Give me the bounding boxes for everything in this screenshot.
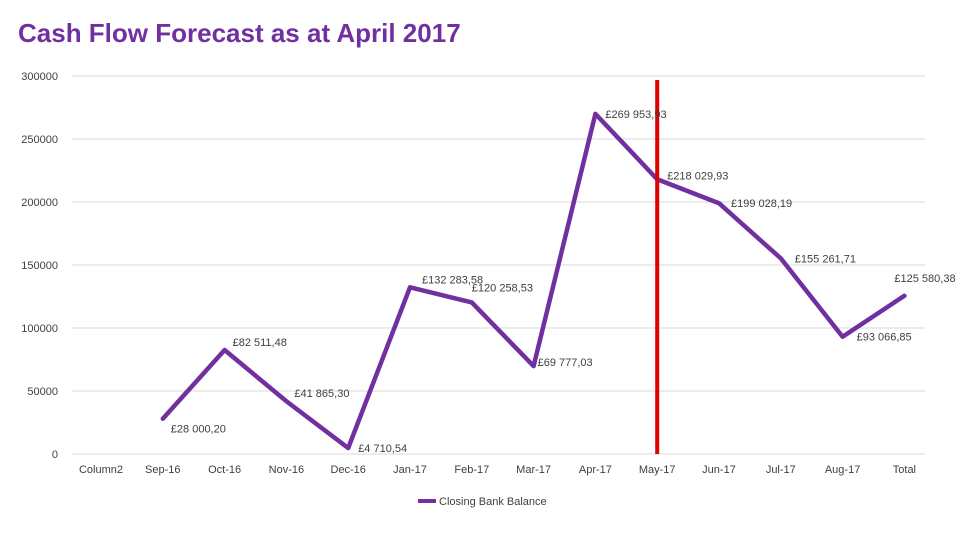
- legend: Closing Bank Balance: [418, 496, 547, 508]
- data-label: £28 000,20: [171, 424, 226, 436]
- x-tick-label: Mar-17: [516, 464, 551, 476]
- x-tick-label: Jan-17: [393, 464, 427, 476]
- x-tick-label: May-17: [639, 464, 676, 476]
- y-tick-label: 150000: [21, 260, 58, 272]
- series-line: [160, 111, 907, 451]
- x-tick-label: Jul-17: [766, 464, 796, 476]
- data-label: £218 029,93: [667, 170, 728, 182]
- series-group: [160, 111, 907, 451]
- data-label: £269 953,93: [605, 109, 666, 121]
- x-tick-label: Dec-16: [330, 464, 365, 476]
- y-tick-label: 200000: [21, 197, 58, 209]
- data-label: £199 028,19: [731, 198, 792, 210]
- data-label: £125 580,38: [894, 273, 955, 285]
- data-label: £69 777,03: [538, 357, 593, 369]
- data-label: £132 283,58: [422, 274, 483, 286]
- y-tick-label: 0: [52, 449, 58, 461]
- data-label: £93 066,85: [857, 332, 912, 344]
- y-axis: 0 50000 100000 150000 200000 250000 300000: [21, 71, 58, 461]
- y-tick-label: 250000: [21, 134, 58, 146]
- x-tick-label: Sep-16: [145, 464, 180, 476]
- x-axis: Column2 Sep-16 Oct-16 Nov-16 Dec-16 Jan-17 Feb…: [79, 464, 916, 476]
- x-tick-label: Aug-17: [825, 464, 860, 476]
- y-tick-label: 50000: [27, 386, 58, 398]
- y-tick-label: 300000: [21, 71, 58, 83]
- data-label: £41 865,30: [294, 388, 349, 400]
- x-tick-label: Feb-17: [454, 464, 489, 476]
- data-label: £82 511,48: [233, 337, 287, 349]
- x-tick-label: Column2: [79, 464, 123, 476]
- x-tick-label: Oct-16: [208, 464, 241, 476]
- x-tick-label: Jun-17: [702, 464, 736, 476]
- data-labels: £28 000,20 £82 511,48 £41 865,30 £4 710,54 £…: [171, 109, 956, 455]
- chart-title: Cash Flow Forecast as at April 2017: [18, 18, 461, 48]
- legend-label: Closing Bank Balance: [439, 496, 547, 508]
- x-tick-label: Apr-17: [579, 464, 612, 476]
- x-tick-label: Total: [893, 464, 916, 476]
- data-label: £120 258,53: [472, 282, 533, 294]
- x-tick-label: Nov-16: [269, 464, 304, 476]
- data-label: £155 261,71: [795, 253, 856, 265]
- data-label: £4 710,54: [358, 443, 407, 455]
- y-tick-label: 100000: [21, 323, 58, 335]
